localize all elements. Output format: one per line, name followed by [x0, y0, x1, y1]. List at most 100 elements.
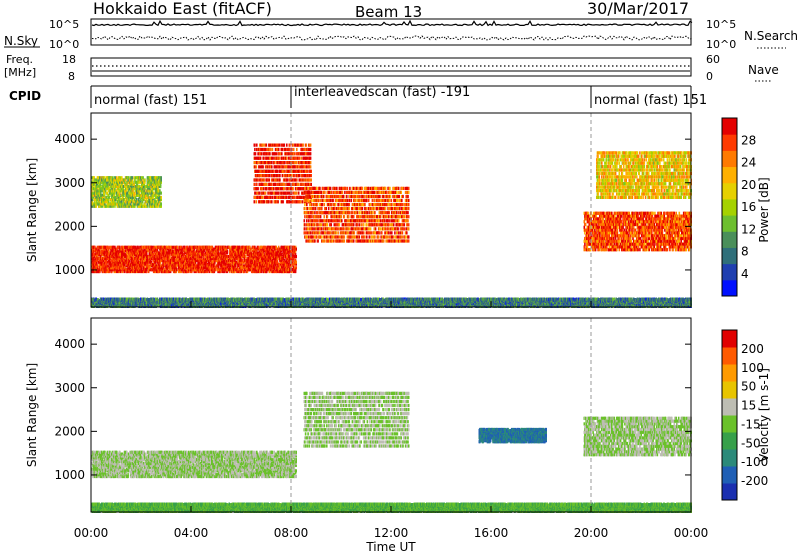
rti-cell [317, 211, 319, 214]
rti-cell [330, 187, 332, 190]
rti-cell [322, 187, 324, 190]
rti-cell [264, 200, 266, 203]
rti-cell [327, 215, 329, 218]
rti-cell [284, 187, 286, 190]
rti-cell [330, 199, 332, 202]
rti-cell [255, 152, 257, 155]
rti-cell [370, 227, 372, 230]
rti-cell [227, 249, 229, 252]
rti-cell [349, 203, 351, 206]
nsky-label: N.Sky [4, 34, 38, 48]
rti-cell [254, 148, 256, 151]
rti-cell [308, 199, 310, 202]
rti-cell [341, 219, 343, 222]
rti-cell [360, 223, 362, 226]
rti-cell [340, 215, 342, 218]
rti-cell [304, 219, 306, 222]
nsky-tick-top: 10^5 [49, 18, 79, 31]
rti-cell [337, 227, 339, 230]
rti-cell [347, 187, 349, 190]
rti-cell [324, 203, 326, 206]
rti-cell [269, 174, 271, 177]
rti-cell [321, 227, 323, 230]
rti-cell [334, 207, 336, 210]
rti-cell [289, 144, 291, 147]
nave-label: Nave [748, 63, 779, 77]
rti-cell [322, 203, 324, 206]
rti-cell [357, 211, 359, 214]
rti-cell [381, 231, 383, 234]
rti-cell [310, 152, 312, 155]
rti-cell [364, 195, 366, 198]
rti-cell [277, 170, 279, 173]
cpid-segment-3: normal (fast) 151 [594, 93, 707, 108]
cpid-segment-2: interleavedscan (fast) -191 [294, 85, 470, 100]
rti-cell [319, 231, 321, 234]
rti-cell [257, 161, 259, 164]
rti-cell [309, 187, 311, 190]
cpid-row: CPID normal (fast) 151 interleavedscan (… [9, 85, 707, 108]
rti-cell [256, 144, 258, 147]
rti-cell [379, 231, 381, 234]
rti-cell [308, 219, 310, 222]
rti-cell [344, 191, 346, 194]
rti-cell [302, 144, 304, 147]
rti-cell [272, 157, 274, 160]
rti-cell [327, 235, 329, 238]
rti-cell [319, 195, 321, 198]
rti-cell [266, 183, 268, 186]
rti-cell [177, 246, 179, 249]
rti-cell [278, 192, 280, 195]
rti-cell [366, 199, 368, 202]
rti-cell [274, 161, 276, 164]
rti-cell [284, 161, 286, 164]
rti-cell [282, 174, 284, 177]
rti-cell [294, 152, 296, 155]
rti-cell [312, 207, 314, 210]
rti-cell [300, 200, 302, 203]
rti-cell [315, 207, 317, 210]
rti-cell [328, 207, 330, 210]
rti-cell [317, 223, 319, 226]
rti-cell [302, 200, 304, 203]
nsky-panel: N.Sky 10^5 10^0 10^5 10^0 N.Search [4, 18, 798, 51]
rti-cell [344, 235, 346, 238]
rti-cell [323, 195, 325, 198]
rti-cell [306, 203, 308, 206]
rti-cell [359, 211, 361, 214]
rti-cell [342, 191, 344, 194]
rti-cell [309, 191, 311, 194]
rti-cell [347, 199, 349, 202]
rti-cell [337, 231, 339, 234]
rti-cell [296, 148, 298, 151]
rti-cell [264, 178, 266, 181]
rti-cell [349, 187, 351, 190]
rti-cell [294, 196, 296, 199]
rti-cell [320, 223, 322, 226]
rti-cell [254, 200, 256, 203]
rti-cell [279, 174, 281, 177]
rti-cell [369, 235, 371, 238]
rti-cell [348, 215, 350, 218]
rti-cell [262, 144, 264, 147]
rti-cell [272, 196, 274, 199]
rti-cell [299, 157, 301, 160]
rti-cell [372, 211, 374, 214]
rti-cell [306, 219, 308, 222]
beam-label: Beam 13 [355, 3, 422, 21]
rti-cell [266, 187, 268, 190]
rti-cell [282, 148, 284, 151]
nsearch-trace [92, 36, 692, 40]
rti-cell [273, 170, 275, 173]
rti-cell [370, 203, 372, 206]
freq-label-line2: [MHz] [4, 66, 36, 79]
rti-cell [333, 239, 335, 242]
rti-cell [353, 223, 355, 226]
rti-cell [307, 170, 309, 173]
rti-cell [310, 157, 312, 160]
rti-cell [304, 223, 306, 226]
rti-cell [353, 215, 355, 218]
rti-cell [331, 191, 333, 194]
rti-cell [379, 195, 381, 198]
